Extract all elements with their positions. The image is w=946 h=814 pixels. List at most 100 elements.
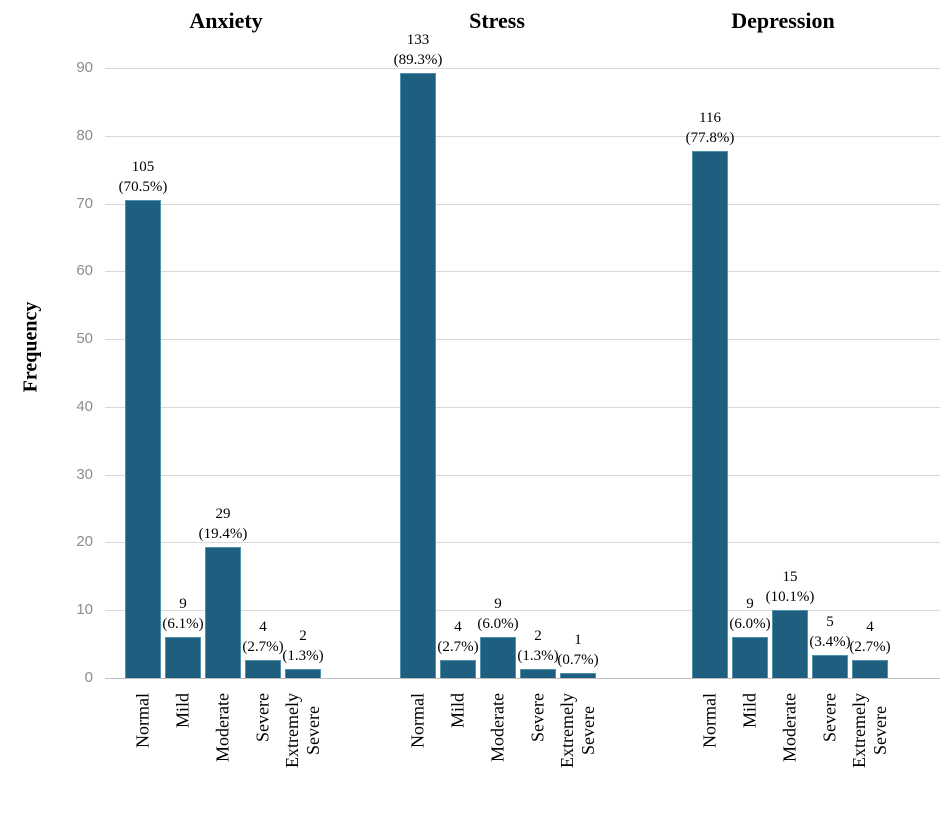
percent-label-anxiety-normal: (70.5%) (118, 179, 168, 196)
x-label-stress-severe: Severe (528, 693, 549, 742)
x-label-line: Normal (132, 693, 153, 748)
plot-area: 105 (70.5%) 9 (6.1%) 29 (19.4%) 4 (2.7%) 2 (1.3%)… (105, 32, 940, 679)
x-label-line: Mild (739, 693, 760, 729)
bar-depression-extremely-severe (852, 659, 888, 678)
x-label-line: Normal (407, 693, 428, 748)
bar-anxiety-extremely-severe (285, 669, 321, 678)
count-label-anxiety-extremely-severe: 2 (299, 628, 307, 645)
x-label-anxiety-moderate: Moderate (213, 693, 234, 762)
x-label-line: Mild (172, 693, 193, 729)
gridline-80 (105, 135, 940, 137)
x-label-stress-normal: Normal (408, 693, 429, 748)
percent-label-depression-mild: (6.0%) (729, 616, 771, 633)
percent-label-depression-severe: (3.4%) (809, 633, 851, 650)
count-label-anxiety-severe: 4 (259, 618, 267, 635)
y-tick-label-90: 90 (76, 59, 93, 76)
y-tick-label-70: 70 (76, 194, 93, 212)
gridline-60 (105, 271, 940, 273)
x-label-line: Moderate (779, 693, 800, 762)
percent-label-anxiety-extremely-severe: (1.3%) (282, 648, 324, 665)
bar-label-depression-normal: 116 (77.8%) (686, 108, 735, 148)
percent-label-stress-mild: (2.7%) (437, 638, 479, 655)
bar-label-stress-severe: 2 (1.3%) (517, 626, 558, 666)
bar-depression-mild (732, 637, 768, 678)
bar-label-depression-severe: 5 (3.4%) (809, 612, 850, 652)
bar-depression-moderate (772, 609, 808, 678)
x-label-line: Severe (819, 693, 840, 742)
gridline-20 (105, 542, 940, 544)
count-label-stress-mild: 4 (454, 618, 462, 635)
bar-stress-normal (400, 72, 436, 678)
bar-label-anxiety-extremely-severe: 2 (1.3%) (282, 626, 323, 666)
x-label-anxiety-normal: Normal (133, 693, 154, 748)
percent-label-anxiety-severe: (2.7%) (242, 638, 284, 655)
y-tick-label-0: 0 (84, 669, 93, 686)
x-label-depression-moderate: Moderate (780, 693, 801, 762)
bar-anxiety-severe (245, 659, 281, 678)
x-label-line: Moderate (487, 693, 508, 762)
count-label-depression-severe: 5 (826, 613, 834, 630)
x-label-depression-severe: Severe (820, 693, 841, 742)
bar-label-anxiety-severe: 4 (2.7%) (242, 617, 283, 657)
y-tick-label-20: 20 (76, 533, 93, 551)
x-label-line: Normal (699, 693, 720, 748)
bar-stress-extremely-severe (560, 673, 596, 678)
count-label-anxiety-normal: 105 (131, 159, 155, 176)
x-label-line: Severe (252, 693, 273, 742)
bar-label-anxiety-mild: 9 (6.1%) (162, 594, 203, 634)
percent-label-depression-moderate: (10.1%) (765, 588, 815, 605)
x-label-line: Severe (578, 706, 598, 755)
group-title-anxiety: Anxiety (189, 8, 263, 33)
x-label-depression-extremely-severe: Extremely Severe (849, 693, 891, 768)
x-label-line: Extremely (557, 693, 577, 768)
gridline-70 (105, 203, 940, 205)
bar-stress-severe (520, 669, 556, 678)
group-title-stress: Stress (469, 8, 525, 33)
percent-label-depression-extremely-severe: (2.7%) (849, 638, 891, 655)
gridline-90 (105, 68, 940, 69)
gridline-30 (105, 474, 940, 476)
bar-label-depression-extremely-severe: 4 (2.7%) (849, 617, 890, 657)
bar-anxiety-moderate (205, 546, 241, 678)
y-tick-label-40: 40 (76, 397, 93, 415)
x-label-line: Severe (527, 693, 548, 742)
x-label-line: Severe (870, 706, 890, 755)
bar-label-stress-normal: 133 (89.3%) (394, 30, 443, 70)
percent-label-stress-severe: (1.3%) (517, 648, 559, 665)
bar-depression-normal (692, 150, 728, 678)
x-label-line: Moderate (212, 693, 233, 762)
count-label-stress-normal: 133 (406, 31, 430, 48)
x-label-line: Mild (447, 693, 468, 729)
x-label-depression-normal: Normal (700, 693, 721, 748)
bar-label-anxiety-normal: 105 (70.5%) (119, 157, 168, 197)
bar-label-depression-moderate: 15 (10.1%) (766, 567, 815, 607)
count-label-depression-moderate: 15 (782, 568, 798, 585)
count-label-anxiety-moderate: 29 (215, 505, 231, 522)
bar-depression-severe (812, 654, 848, 678)
gridline-50 (105, 339, 940, 341)
y-tick-label-60: 60 (76, 262, 93, 280)
x-label-anxiety-severe: Severe (253, 693, 274, 742)
bar-label-stress-mild: 4 (2.7%) (437, 617, 478, 657)
count-label-stress-severe: 2 (534, 628, 542, 645)
x-label-line: Extremely (849, 693, 869, 768)
bar-stress-mild (440, 659, 476, 678)
bar-label-stress-moderate: 9 (6.0%) (477, 594, 518, 634)
count-label-stress-moderate: 9 (494, 596, 502, 613)
bar-anxiety-mild (165, 636, 201, 678)
bar-label-stress-extremely-severe: 1 (0.7%) (557, 630, 598, 670)
y-tick-label-80: 80 (76, 126, 93, 144)
group-title-depression: Depression (731, 8, 835, 33)
percent-label-stress-normal: (89.3%) (393, 51, 443, 68)
x-label-stress-extremely-severe: Extremely Severe (557, 693, 599, 768)
count-label-depression-extremely-severe: 4 (866, 618, 874, 635)
count-label-depression-normal: 116 (699, 109, 721, 126)
gridline-10 (105, 610, 940, 612)
percent-label-anxiety-mild: (6.1%) (162, 615, 204, 632)
x-label-stress-moderate: Moderate (488, 693, 509, 762)
y-tick-label-10: 10 (76, 601, 93, 619)
count-label-anxiety-mild: 9 (179, 595, 187, 612)
x-label-depression-mild: Mild (740, 693, 761, 728)
y-tick-label-50: 50 (76, 330, 93, 348)
